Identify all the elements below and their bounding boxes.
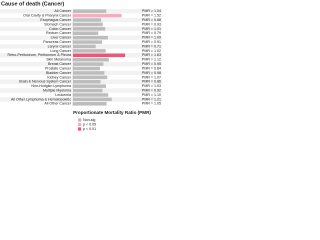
category-label: Bladder Cancer — [46, 71, 72, 75]
category-label: Kidney Cancer — [47, 75, 71, 79]
category-label: Pancreas Cancer — [43, 40, 72, 44]
category-label: Multiple Myeloma — [43, 89, 71, 93]
category-label: All Other Cancer — [44, 102, 71, 106]
value-label: PMR = 1.09 — [142, 36, 161, 40]
bar — [73, 35, 108, 40]
value-label: PMR = 0.98 — [142, 71, 161, 75]
category-label: All Other Lymphoma & Hematopoietic — [11, 97, 71, 101]
chart: Cause of death (Cancer) Proportionate Mo… — [0, 1, 162, 131]
category-label: Non-Hodgkin Lymphoma — [31, 84, 71, 88]
category-label: Rectum Cancer — [46, 31, 72, 35]
value-label: PMR = 0.86 — [142, 80, 161, 84]
value-label: PMR = 1.03 — [142, 84, 161, 88]
bar — [73, 62, 104, 66]
value-label: PMR = 0.93 — [142, 22, 161, 26]
value-label: PMR = 1.10 — [142, 93, 161, 97]
bar — [73, 71, 105, 75]
legend-swatch — [78, 118, 82, 122]
value-label: PMR = 1.52 — [142, 14, 161, 18]
legend-swatch — [78, 127, 82, 131]
category-label: Esophagus Cancer — [40, 18, 71, 22]
bar — [73, 22, 103, 27]
category-label: Colon Cancer — [49, 27, 72, 31]
value-label: PMR = 1.04 — [142, 9, 161, 13]
bar — [73, 102, 107, 106]
value-label: PMR = 1.07 — [142, 75, 161, 79]
category-label: Brain & Nervous System Cancer — [19, 80, 72, 84]
category-label: All Cancer — [54, 9, 71, 13]
value-label: PMR = 1.05 — [142, 102, 161, 106]
legend-label: Non-sig — [83, 118, 95, 122]
bar — [73, 44, 96, 49]
bar — [73, 27, 106, 31]
chart-title: Cause of death (Cancer) — [1, 1, 64, 7]
bar — [73, 97, 112, 102]
category-label: Leukemia — [55, 93, 71, 97]
bar — [73, 40, 103, 44]
bar — [73, 31, 99, 36]
bar — [73, 53, 126, 58]
value-label: PMR = 0.79 — [142, 31, 161, 35]
value-label: PMR = 1.01 — [142, 27, 161, 31]
category-label: Breast Cancer — [48, 62, 72, 66]
bar — [73, 75, 108, 80]
legend-swatch — [78, 122, 82, 127]
legend-label: p < 0.01 — [83, 127, 96, 131]
bar — [73, 13, 122, 18]
value-label: PMR = 0.71 — [142, 44, 161, 48]
bar — [73, 9, 107, 13]
legend-label: p < 0.05 — [83, 122, 96, 126]
category-label: Prostate Cancer — [45, 66, 72, 70]
bar — [73, 66, 100, 71]
bar — [73, 88, 103, 93]
value-label: PMR = 0.92 — [142, 89, 161, 93]
category-label: Larynx Cancer — [48, 44, 72, 48]
category-label: Retro-Peritoneum, Peritoneum & Pleura — [7, 53, 71, 57]
x-axis-label: Proportionate Mortality Ratio (PMR) — [73, 110, 151, 115]
value-label: PMR = 0.84 — [142, 66, 161, 70]
value-label: PMR = 0.88 — [142, 18, 161, 22]
bar — [73, 79, 101, 84]
value-label: PMR = 0.91 — [142, 40, 161, 44]
bar — [73, 57, 109, 62]
category-label: Liver Cancer — [51, 36, 72, 40]
bar — [73, 49, 106, 53]
category-label: Skin Melanoma — [46, 58, 71, 62]
category-label: Stomach Cancer — [44, 22, 72, 26]
category-label: Lung Cancer — [50, 49, 71, 53]
bar — [73, 93, 109, 97]
bar — [73, 84, 106, 88]
value-label: PMR = 0.95 — [142, 62, 161, 66]
value-label: PMR = 1.21 — [142, 97, 161, 101]
value-label: PMR = 1.63 — [142, 53, 161, 57]
category-label: Oral Cavity & Pharynx Cancer — [23, 14, 72, 18]
value-label: PMR = 1.02 — [142, 49, 161, 53]
bar — [73, 18, 102, 22]
value-label: PMR = 1.12 — [142, 58, 161, 62]
